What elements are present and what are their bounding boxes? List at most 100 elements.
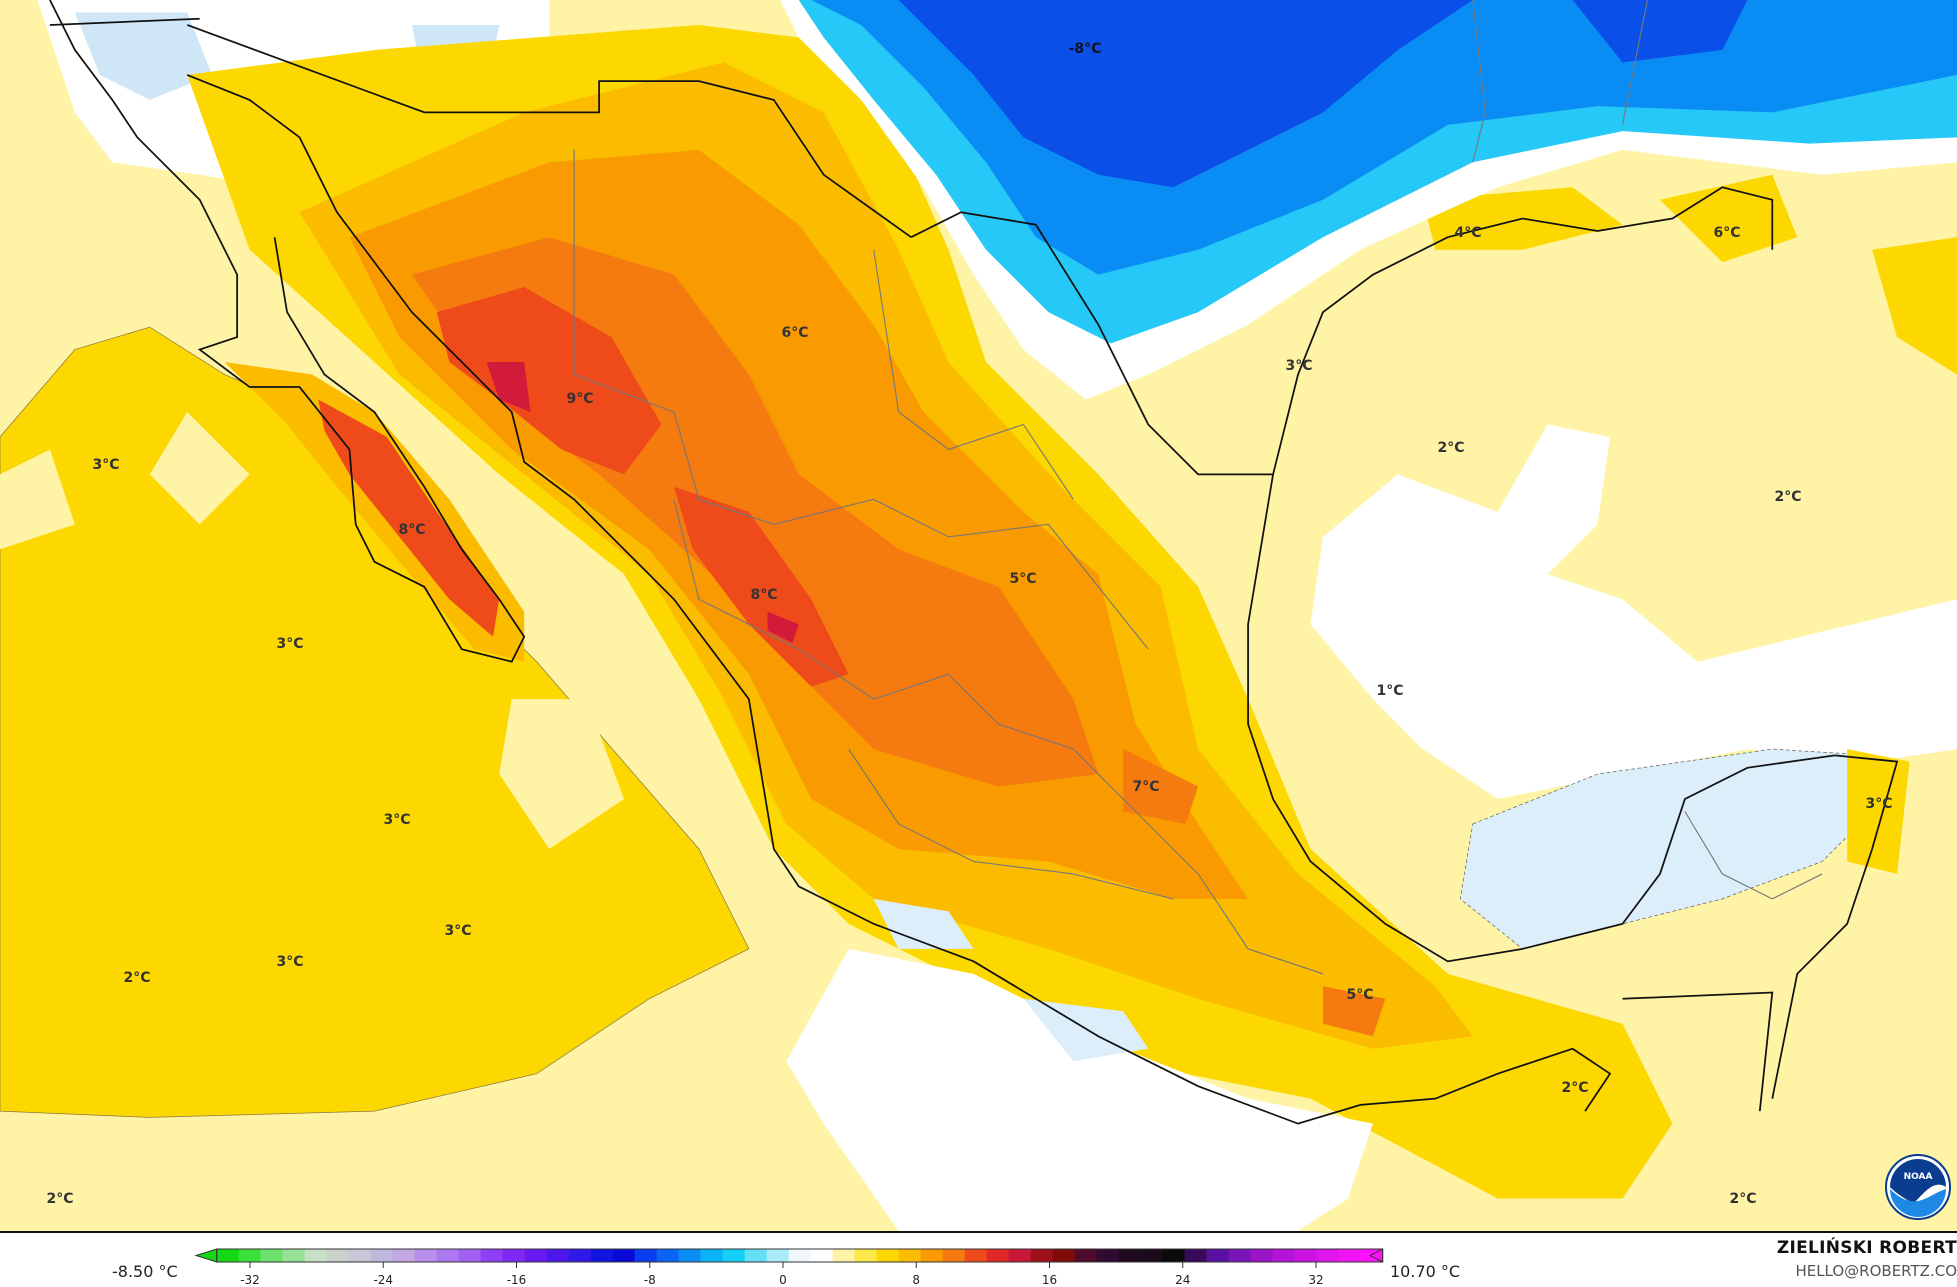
colorbar-swatch [348, 1249, 372, 1262]
colorbar-swatch [656, 1249, 680, 1262]
gulf-yellow-patches [1422, 174, 1957, 874]
colorbar-swatch [1074, 1249, 1098, 1262]
contour-label: 3°C [92, 457, 120, 473]
colorbar-swatch [370, 1249, 394, 1262]
colorbar-swatch [1316, 1249, 1340, 1262]
colorbar-swatch [1184, 1249, 1208, 1262]
colorbar-swatch [810, 1249, 834, 1262]
colorbar-swatch [524, 1249, 548, 1262]
colorbar-swatch [1250, 1249, 1274, 1262]
contour-label: 2°C [1774, 489, 1802, 505]
colorbar-swatch [898, 1249, 922, 1262]
southern-pacific-white-region [786, 948, 1373, 1231]
contour-label: 2°C [123, 970, 151, 986]
gulf-white-region [1310, 424, 1957, 800]
temperature-anomaly-map [0, 0, 1957, 1233]
pacific-pale-patch [0, 411, 625, 849]
contour-label: 1°C [1376, 683, 1404, 699]
colorbar-tick-label: -32 [240, 1273, 260, 1287]
colorbar-swatch [590, 1249, 614, 1262]
colorbar-swatch [282, 1249, 306, 1262]
contour-label: 7°C [1132, 779, 1160, 795]
noaa-logo: NOAA [1885, 1154, 1951, 1220]
author-credit: ZIELIŃSKI ROBERT [1776, 1238, 1957, 1258]
colorbar-swatch [546, 1249, 570, 1262]
colorbar-swatch [326, 1249, 350, 1262]
light-blue-patch-northwest [74, 12, 500, 100]
colorbar-tick-label: 16 [1042, 1273, 1057, 1287]
colorbar-swatch [832, 1249, 856, 1262]
contour-label: 2°C [1561, 1080, 1589, 1096]
colorbar-tick-label: 8 [912, 1273, 920, 1287]
colorbar-swatch [634, 1249, 658, 1262]
colorbar-swatch [480, 1249, 504, 1262]
colorbar-swatch [1272, 1249, 1296, 1262]
southern-pacific-pale-blue-patch [873, 898, 1149, 1062]
colorbar: -32 -24 -16 -8 0 8 16 24 32 [194, 1248, 1384, 1287]
colorbar-swatch [612, 1249, 636, 1262]
hot-spot-red-sonora [436, 287, 849, 687]
colorbar-swatch [304, 1249, 328, 1262]
colorbar-swatch [436, 1249, 460, 1262]
author-email: HELLO@ROBERTZ.CO [1795, 1262, 1957, 1280]
colorbar-swatch [722, 1249, 746, 1262]
coastlines-and-borders [49, 0, 1899, 1125]
hot-spot-crimson [486, 362, 799, 643]
contour-label: 6°C [1713, 225, 1741, 241]
colorbar-frame [216, 1248, 1384, 1263]
colorbar-swatch [1162, 1249, 1186, 1262]
contour-label: 3°C [1865, 796, 1893, 812]
colorbar-swatch [1206, 1249, 1230, 1262]
baja-red-region [318, 399, 500, 637]
mainland-dark-orange-region [411, 237, 1386, 1037]
caribbean-pale-blue-region [1459, 748, 1886, 950]
colorbar-swatch [1008, 1249, 1032, 1262]
colorbar-swatch [744, 1249, 768, 1262]
colorbar-swatch [1228, 1249, 1252, 1262]
colorbar-swatch [238, 1249, 262, 1262]
contour-label: 5°C [1346, 987, 1374, 1003]
colorbar-tick-label: 24 [1175, 1273, 1190, 1287]
colorbar-swatch [942, 1249, 966, 1262]
colorbar-swatch [1294, 1249, 1318, 1262]
colorbar-tick-label: -16 [507, 1273, 527, 1287]
colorbar-swatch [414, 1249, 438, 1262]
colorbar-swatch [1030, 1249, 1054, 1262]
contour-label: 3°C [276, 954, 304, 970]
state-borders [573, 0, 1823, 975]
colorbar-swatch [1338, 1249, 1362, 1262]
colorbar-swatch [1052, 1249, 1076, 1262]
colorbar-tick-label: 0 [779, 1273, 787, 1287]
colorbar-swatch [568, 1249, 592, 1262]
colorbar-swatch [788, 1249, 812, 1262]
contour-label: 6°C [781, 325, 809, 341]
colorbar-swatch [260, 1249, 284, 1262]
colorbar-tick-label: -8 [644, 1273, 656, 1287]
colorbar-swatch [458, 1249, 482, 1262]
colorbar-swatch [700, 1249, 724, 1262]
cold-dark-blue-region [898, 0, 1748, 188]
contour-label: 3°C [444, 923, 472, 939]
colorbar-swatch [1140, 1249, 1164, 1262]
colorbar-swatch [986, 1249, 1010, 1262]
colorbar-tick-label: -24 [373, 1273, 393, 1287]
colorbar-swatch [1096, 1249, 1120, 1262]
contour-label: 3°C [276, 636, 304, 652]
contour-label: -8°C [1068, 41, 1102, 57]
colorbar-swatch [216, 1249, 240, 1262]
colorbar-swatch [766, 1249, 790, 1262]
contour-label: 5°C [1009, 571, 1037, 587]
contour-label: 2°C [46, 1191, 74, 1207]
contour-label: 3°C [1285, 358, 1313, 374]
colorbar-swatch [502, 1249, 526, 1262]
colorbar-swatch [876, 1249, 900, 1262]
colorbar-min-value: -8.50 °C [112, 1262, 178, 1281]
colorbar-swatch [1118, 1249, 1142, 1262]
svg-text:NOAA: NOAA [1904, 1172, 1933, 1182]
colorbar-swatch [964, 1249, 988, 1262]
contour-label: 4°C [1454, 225, 1482, 241]
colorbar-tick-label: 32 [1308, 1273, 1323, 1287]
colorbar-swatch [678, 1249, 702, 1262]
colorbar-swatch [854, 1249, 878, 1262]
